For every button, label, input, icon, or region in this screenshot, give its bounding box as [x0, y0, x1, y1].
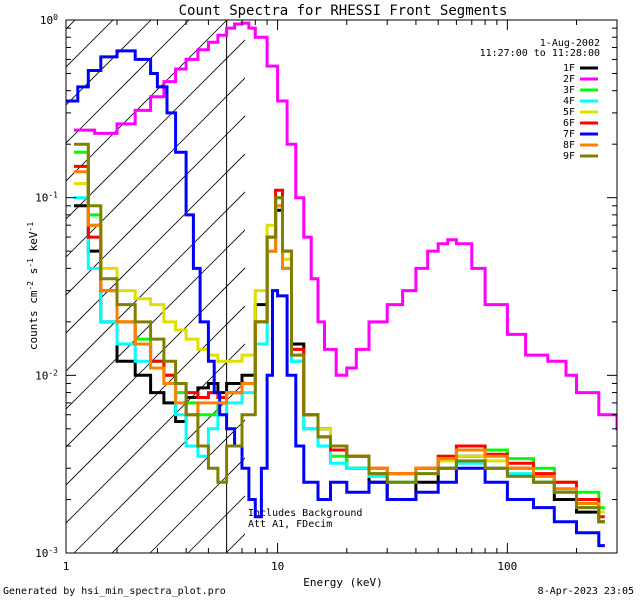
hatch-line	[66, 153, 245, 334]
hatch-line	[66, 305, 245, 486]
legend-label-8F: 8F	[563, 140, 575, 151]
annotation-background: Includes Background	[248, 508, 362, 519]
x-tick-label: 100	[497, 560, 517, 573]
series-group	[66, 21, 617, 548]
hatch-line	[340, 0, 640, 553]
hatch-line	[66, 20, 114, 68]
y-axis-label: counts cm-2 s-1 keV-1	[26, 222, 41, 350]
time-range-label: 11:27:00 to 11:28:00	[480, 48, 600, 59]
footer-timestamp: 8-Apr-2023 23:05	[538, 586, 634, 597]
y-tick-label: 10-3	[35, 546, 58, 561]
hatch-line	[73, 381, 245, 553]
hatch-line	[66, 20, 76, 30]
legend-label-3F: 3F	[563, 85, 575, 96]
legend-label-6F: 6F	[563, 118, 575, 129]
y-tick-labels: 100 10-1 10-2 10-3	[35, 13, 58, 561]
x-tick-labels: 1 10 100	[63, 560, 518, 573]
hatch-region	[66, 0, 640, 553]
hatch-line	[66, 191, 245, 372]
hatch-line	[264, 0, 640, 553]
hatch-line	[66, 20, 190, 144]
axis-ticks	[66, 19, 618, 554]
date-label: 1-Aug-2002	[540, 38, 600, 49]
x-axis-label: Energy (keV)	[303, 576, 382, 589]
legend-label-9F: 9F	[563, 151, 575, 162]
y-tick-label: 100	[40, 13, 58, 28]
y-tick-label: 10-1	[35, 190, 58, 205]
series-line-2F	[74, 21, 617, 431]
legend-label-4F: 4F	[563, 96, 575, 107]
series-line-3F	[74, 150, 605, 510]
hatch-line	[454, 0, 640, 553]
annotation-attenuator: Att A1, FDecim	[248, 519, 332, 530]
legend-label-2F: 2F	[563, 74, 575, 85]
series-line-9F	[74, 142, 605, 524]
hatch-line	[111, 419, 245, 553]
hatch-line	[66, 20, 228, 182]
hatch-line	[66, 77, 245, 258]
hatch-line	[66, 229, 245, 410]
hatch-line	[225, 533, 245, 553]
hatch-line	[302, 0, 640, 553]
x-tick-label: 1	[63, 560, 70, 573]
x-tick-label: 10	[271, 560, 284, 573]
legend-label-1F: 1F	[563, 63, 575, 74]
plot-frame	[65, 19, 618, 554]
legend-label-5F: 5F	[563, 107, 575, 118]
y-tick-label: 10-2	[35, 368, 58, 383]
series-line-7F	[66, 49, 605, 548]
hatch-line	[66, 115, 245, 296]
hatch-line	[416, 0, 640, 553]
legend-label-7F: 7F	[563, 129, 575, 140]
chart-title: Count Spectra for RHESSI Front Segments	[179, 3, 508, 19]
hatch-line	[66, 343, 245, 524]
series-line-8F	[74, 170, 605, 524]
footer-generated-by: Generated by hsi_min_spectra_plot.pro	[3, 586, 226, 597]
hatch-line	[66, 39, 245, 220]
